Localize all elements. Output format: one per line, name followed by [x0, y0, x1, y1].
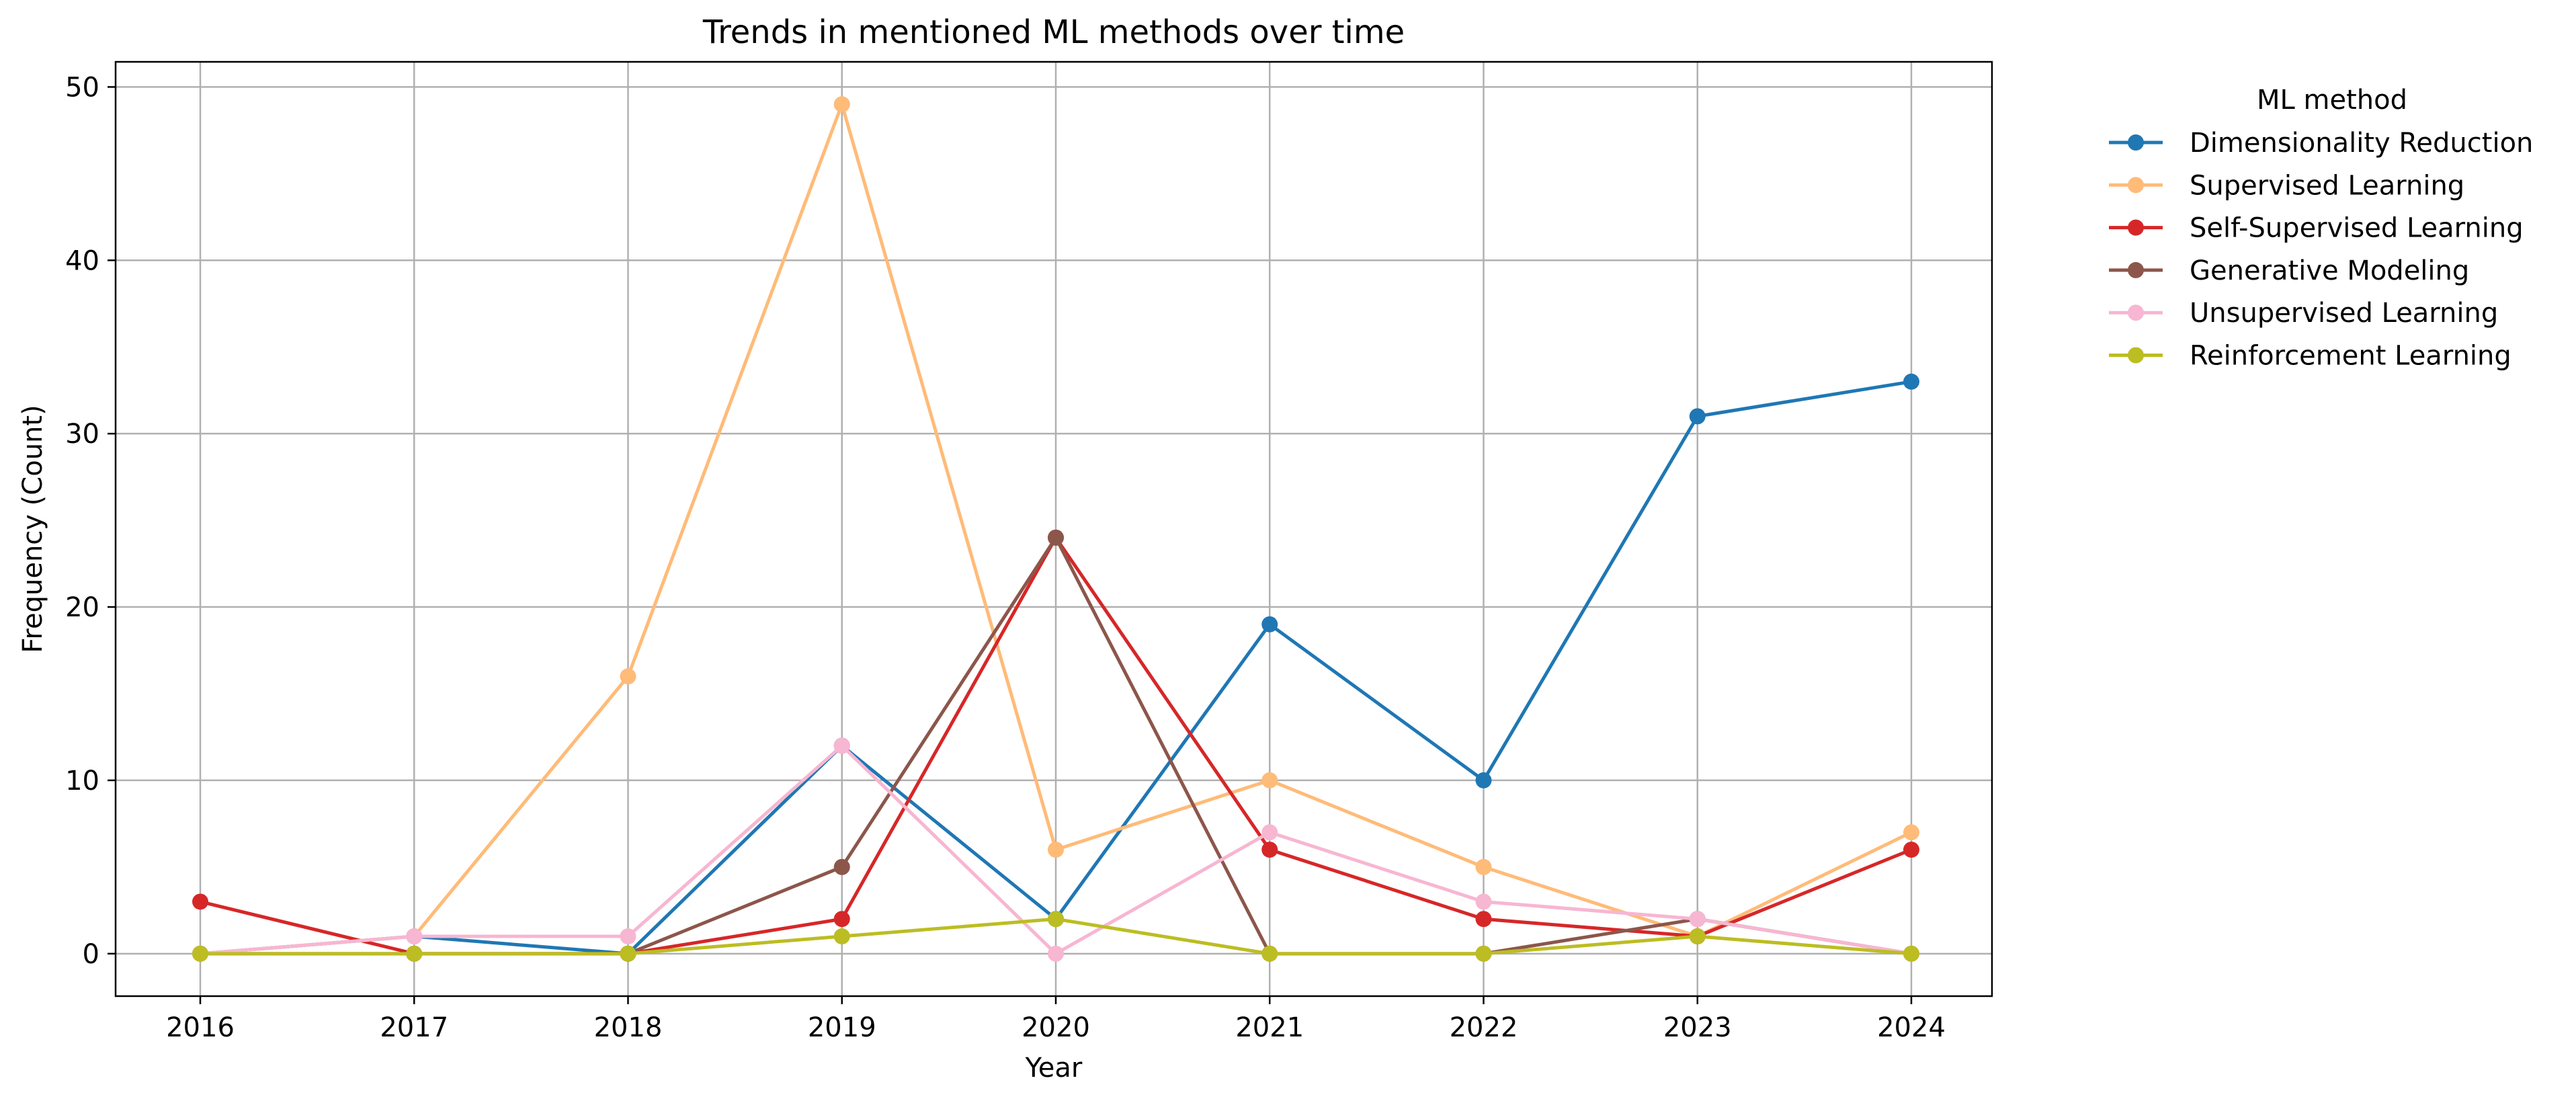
- legend-item-supervised-learning: Supervised Learning: [2109, 170, 2464, 201]
- y-tick-label: 0: [83, 939, 99, 970]
- data-point-supervised-learning: [1261, 772, 1278, 788]
- data-point-self-supervised-learning: [192, 893, 208, 910]
- data-point-unsupervised-learning: [620, 928, 636, 945]
- legend-label: Supervised Learning: [2190, 170, 2464, 201]
- data-point-self-supervised-learning: [1475, 911, 1492, 928]
- data-point-dimensionality-reduction: [1475, 772, 1492, 788]
- legend-marker-swatch: [2128, 134, 2144, 151]
- grid-lines: [116, 62, 1992, 996]
- data-point-reinforcement-learning: [833, 928, 850, 945]
- x-axis-label: Year: [1025, 1053, 1083, 1084]
- data-point-self-supervised-learning: [1261, 842, 1278, 858]
- data-point-unsupervised-learning: [1475, 893, 1492, 910]
- x-tick-label: 2022: [1450, 1012, 1518, 1043]
- legend-label: Self-Supervised Learning: [2190, 213, 2524, 244]
- data-point-reinforcement-learning: [192, 945, 208, 962]
- data-point-unsupervised-learning: [406, 928, 423, 945]
- data-point-reinforcement-learning: [1048, 911, 1064, 928]
- y-tick-label: 10: [65, 766, 99, 797]
- series-reinforcement-learning: [192, 911, 1919, 962]
- x-tick-label: 2019: [808, 1012, 876, 1043]
- data-point-reinforcement-learning: [1475, 945, 1492, 962]
- plot-area-frame: [114, 60, 1993, 997]
- legend-marker-swatch: [2128, 347, 2144, 364]
- data-point-supervised-learning: [1475, 858, 1492, 875]
- data-point-unsupervised-learning: [1261, 824, 1278, 841]
- legend-item-self-supervised-learning: Self-Supervised Learning: [2109, 213, 2524, 244]
- data-point-supervised-learning: [1048, 842, 1064, 858]
- legend-label: Unsupervised Learning: [2190, 298, 2498, 329]
- x-tick-label: 2016: [166, 1012, 235, 1043]
- y-axis-label: Frequency (Count): [17, 405, 48, 653]
- legend-item-unsupervised-learning: Unsupervised Learning: [2109, 298, 2498, 329]
- x-tick-label: 2024: [1877, 1012, 1946, 1043]
- data-point-dimensionality-reduction: [1903, 373, 1919, 390]
- data-point-reinforcement-learning: [620, 945, 636, 962]
- data-point-supervised-learning: [620, 668, 636, 685]
- data-point-unsupervised-learning: [1048, 945, 1064, 962]
- x-tick-label: 2021: [1235, 1012, 1304, 1043]
- data-point-self-supervised-learning: [1903, 842, 1919, 858]
- legend-marker-swatch: [2128, 219, 2144, 236]
- x-tick-label: 2018: [594, 1012, 663, 1043]
- legend-label: Generative Modeling: [2190, 255, 2469, 286]
- data-point-unsupervised-learning: [1689, 911, 1706, 928]
- legend-item-dimensionality-reduction: Dimensionality Reduction: [2109, 128, 2533, 159]
- y-tick-label: 50: [65, 72, 99, 103]
- data-point-dimensionality-reduction: [1261, 616, 1278, 633]
- chart-title: Trends in mentioned ML methods over time: [702, 13, 1405, 51]
- x-tick-label: 2017: [380, 1012, 448, 1043]
- legend-item-generative-modeling: Generative Modeling: [2109, 255, 2469, 286]
- data-point-generative-modeling: [833, 858, 850, 875]
- data-point-reinforcement-learning: [1689, 928, 1706, 945]
- data-point-reinforcement-learning: [406, 945, 423, 962]
- legend-marker-swatch: [2128, 177, 2144, 194]
- data-point-unsupervised-learning: [833, 737, 850, 754]
- data-point-reinforcement-learning: [1903, 945, 1919, 962]
- x-tick-label: 2020: [1022, 1012, 1090, 1043]
- y-tick-label: 30: [65, 419, 99, 450]
- series-layer: [192, 96, 1919, 962]
- y-tick-label: 40: [65, 245, 99, 276]
- data-point-supervised-learning: [833, 96, 850, 113]
- y-axis-ticks: 0 10 20 30 40 50: [65, 72, 116, 970]
- x-tick-label: 2023: [1663, 1012, 1732, 1043]
- legend-marker-swatch: [2128, 261, 2144, 278]
- data-point-reinforcement-learning: [1261, 945, 1278, 962]
- data-point-dimensionality-reduction: [1689, 408, 1706, 425]
- x-axis-ticks: 2016 2017 2018 2019 2020 2021 2022 2023 2024: [166, 996, 1946, 1043]
- data-point-self-supervised-learning: [833, 911, 850, 928]
- legend: ML method Dimensionality Reduction Superv…: [2109, 85, 2533, 372]
- data-point-supervised-learning: [1903, 824, 1919, 841]
- legend-label: Reinforcement Learning: [2190, 341, 2511, 372]
- legend-marker-swatch: [2128, 304, 2144, 321]
- legend-title: ML method: [2257, 85, 2407, 116]
- y-tick-label: 20: [65, 592, 99, 623]
- data-point-generative-modeling: [1048, 529, 1064, 546]
- legend-label: Dimensionality Reduction: [2190, 128, 2533, 159]
- legend-item-reinforcement-learning: Reinforcement Learning: [2109, 341, 2511, 372]
